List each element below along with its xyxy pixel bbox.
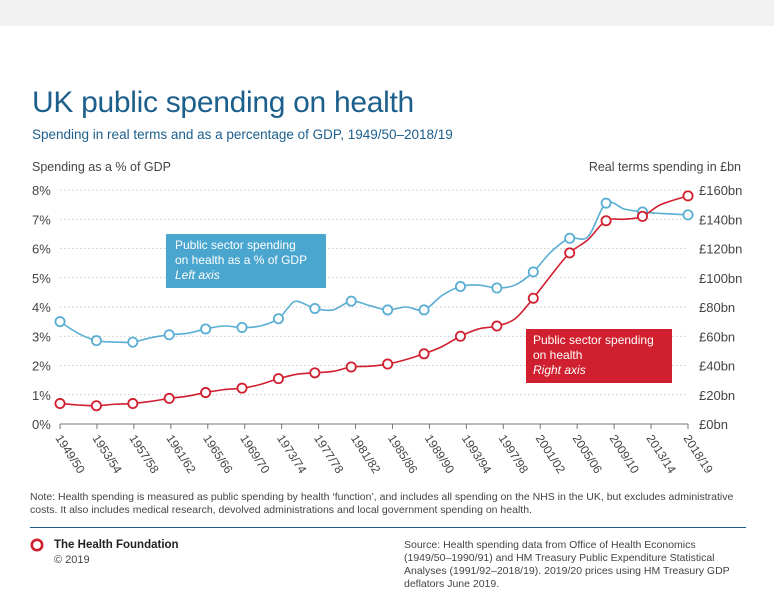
x-tick-label: 1977/78 bbox=[311, 432, 347, 476]
left-tick-label: 2% bbox=[32, 359, 51, 374]
real-series-point bbox=[527, 292, 539, 304]
left-tick-label: 3% bbox=[32, 329, 51, 344]
x-tick-label: 1993/94 bbox=[459, 432, 495, 476]
x-tick-label: 1965/66 bbox=[200, 432, 236, 476]
gdp-series-point bbox=[127, 336, 139, 348]
gdp-series-label-line-1: Public sector spending bbox=[175, 238, 296, 252]
right-tick-label: £140bn bbox=[699, 212, 742, 227]
left-tick-label: 5% bbox=[32, 271, 51, 286]
left-tick-label: 8% bbox=[32, 183, 51, 198]
x-tick-label: 2009/10 bbox=[607, 432, 643, 476]
real-series-point bbox=[382, 358, 394, 370]
real-series-point bbox=[564, 247, 576, 259]
gdp-series-point bbox=[600, 197, 612, 209]
right-tick-label: £80bn bbox=[699, 300, 735, 315]
real-series-point bbox=[682, 190, 694, 202]
x-tick-label: 1957/58 bbox=[126, 432, 162, 476]
gdp-series-point bbox=[309, 302, 321, 314]
real-series-point bbox=[272, 373, 284, 385]
real-series-point bbox=[345, 361, 357, 373]
real-series-point bbox=[491, 320, 503, 332]
real-series-point bbox=[636, 210, 648, 222]
right-tick-label: £120bn bbox=[699, 242, 742, 257]
gdp-series-point bbox=[382, 304, 394, 316]
source-note: Source: Health spending data from Office… bbox=[404, 539, 730, 590]
gdp-series-point bbox=[491, 282, 503, 294]
copyright: © 2019 bbox=[54, 554, 90, 566]
real-series-point bbox=[127, 398, 139, 410]
gdp-series-point bbox=[682, 209, 694, 221]
x-tick-label: 2005/06 bbox=[570, 432, 606, 476]
gdp-series-point bbox=[90, 335, 102, 347]
left-tick-label: 1% bbox=[32, 388, 51, 403]
gdp-series-line bbox=[59, 201, 689, 344]
right-axis-title: Real terms spending in £bn bbox=[588, 160, 741, 174]
gdp-series-point bbox=[272, 313, 284, 325]
real-series-point bbox=[236, 382, 248, 394]
gdp-series-point bbox=[564, 232, 576, 244]
right-tick-label: £100bn bbox=[699, 271, 742, 286]
footer-divider bbox=[30, 527, 746, 528]
x-tick-label: 2018/19 bbox=[680, 432, 716, 476]
x-tick-label: 2001/02 bbox=[533, 432, 569, 476]
gdp-series-point bbox=[200, 323, 212, 335]
gdp-series-point bbox=[163, 329, 175, 341]
organisation-name: The Health Foundation bbox=[54, 539, 179, 551]
right-tick-label: £160bn bbox=[699, 183, 742, 198]
x-tick-label: 1981/82 bbox=[348, 432, 384, 476]
x-tick-label: 2013/14 bbox=[644, 432, 680, 476]
health-foundation-logo-icon bbox=[30, 538, 44, 552]
real-series-point bbox=[454, 330, 466, 342]
real-series-label-box bbox=[526, 329, 672, 383]
footnote: Note: Health spending is measured as pub… bbox=[30, 491, 734, 516]
x-tick-label: 1997/98 bbox=[496, 432, 532, 476]
gdp-series-point bbox=[418, 304, 430, 316]
left-tick-label: 0% bbox=[32, 417, 51, 432]
gdp-series-point bbox=[236, 321, 248, 333]
top-band bbox=[0, 0, 774, 26]
real-series-point bbox=[309, 367, 321, 379]
x-tick-label: 1949/50 bbox=[52, 432, 88, 476]
gdp-series-label-line-2: on health as a % of GDP bbox=[175, 253, 307, 267]
annotation-layer: Public sector spending on health as a % … bbox=[166, 234, 672, 383]
gdp-series-point bbox=[527, 266, 539, 278]
real-series-point bbox=[600, 215, 612, 227]
gdp-series-axis-note: Left axis bbox=[175, 268, 220, 282]
gdp-series-point bbox=[54, 316, 66, 328]
left-axis-title: Spending as a % of GDP bbox=[32, 160, 171, 174]
real-series-axis-note: Right axis bbox=[533, 363, 586, 377]
x-tick-label: 1969/70 bbox=[237, 432, 273, 476]
series-layer bbox=[54, 190, 694, 412]
x-tick-label: 1985/86 bbox=[385, 432, 421, 476]
x-tick-label: 1989/90 bbox=[422, 432, 458, 476]
gdp-series-point bbox=[454, 281, 466, 293]
real-series-point bbox=[200, 387, 212, 399]
real-series-label-line-2: on health bbox=[533, 348, 582, 362]
x-tick-label: 1953/54 bbox=[89, 432, 125, 476]
left-tick-label: 4% bbox=[32, 300, 51, 315]
left-tick-label: 7% bbox=[32, 212, 51, 227]
chart-title: UK public spending on health bbox=[32, 86, 414, 119]
left-tick-label: 6% bbox=[32, 242, 51, 257]
right-tick-label: £60bn bbox=[699, 329, 735, 344]
right-tick-label: £0bn bbox=[699, 417, 728, 432]
x-tick-label: 1973/74 bbox=[274, 432, 310, 476]
real-series-point bbox=[54, 398, 66, 410]
x-tick-label: 1961/62 bbox=[163, 432, 199, 476]
real-series-point bbox=[163, 392, 175, 404]
right-tick-label: £40bn bbox=[699, 359, 735, 374]
chart-subtitle: Spending in real terms and as a percenta… bbox=[32, 127, 453, 142]
real-series-label-line-1: Public sector spending bbox=[533, 333, 654, 347]
real-series-point bbox=[418, 348, 430, 360]
chart: 0% 1% 2% 3% 4% 5% 6% 7% 8% £0bn £20bn £40bn £60bn £80… bbox=[32, 183, 742, 476]
real-series-point bbox=[90, 400, 102, 412]
gdp-series-point bbox=[345, 295, 357, 307]
right-tick-label: £20bn bbox=[699, 388, 735, 403]
gdp-series-label-box bbox=[166, 234, 326, 288]
